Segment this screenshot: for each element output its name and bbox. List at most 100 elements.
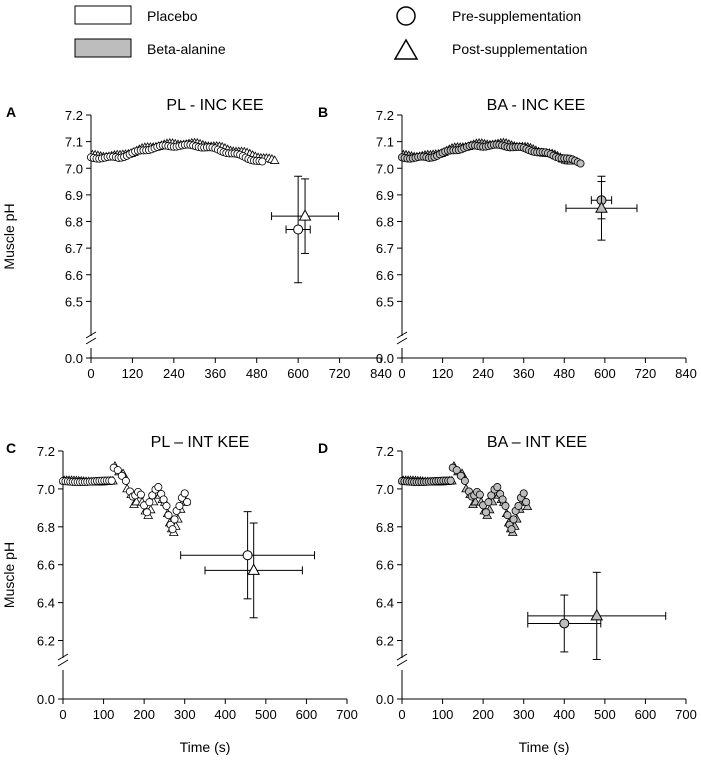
summary-post-point [247, 563, 261, 575]
trace-pre-point [162, 501, 171, 510]
y-tick-label: 7.0 [65, 161, 83, 176]
trace-pre-point [514, 501, 523, 510]
y-tick-label: 6.6 [37, 558, 55, 573]
trace-pre-point [503, 511, 512, 520]
trace-pre-point [145, 498, 154, 507]
y-tick-label: 6.9 [376, 188, 394, 203]
trace-pre-point [258, 157, 267, 166]
summary-circle [180, 511, 316, 600]
x-tick-label: 400 [553, 707, 575, 722]
x-tick-label: 100 [93, 707, 115, 722]
panel-b: 6.5 6.6 6.7 6.8 6.9 7.0 7.1 7.2 0.0 0 120 240 360 480… [318, 97, 697, 381]
trace-pre-point [481, 508, 490, 517]
x-tick-label: 840 [675, 366, 697, 381]
x-tick-label: 0 [87, 366, 94, 381]
x-tick-label: 600 [594, 366, 616, 381]
panel-d: 6.2 6.4 6.6 6.8 7.0 7.2 0.0 0 100 200 300 400 500 600… [318, 434, 697, 755]
y-tick-label: 6.6 [65, 268, 83, 283]
y-tick-label: 7.0 [376, 482, 394, 497]
summary-circle [527, 594, 602, 653]
trace-pre-point [183, 497, 192, 506]
trace-pre-point [159, 495, 168, 504]
x-tick-label: 840 [370, 366, 392, 381]
x-tick-label: 480 [246, 366, 268, 381]
trace-points [397, 460, 533, 536]
summary-pre-point [559, 618, 570, 629]
x-tick-label: 500 [255, 707, 277, 722]
axis-break-mark [57, 653, 69, 661]
trace-pre-point [509, 515, 518, 524]
y-tick-label: 6.7 [376, 241, 394, 256]
summary-triangle [204, 522, 303, 619]
panels: 6.5 6.6 6.7 6.8 6.9 7.0 7.1 7.2 0.0 0 120 240 360 480… [1, 97, 697, 755]
trace-pre-point [175, 501, 184, 510]
summary-circle [285, 175, 311, 284]
y-tick-label: 6.4 [37, 596, 55, 611]
trace-pre-point [170, 515, 179, 524]
trace-pre-point [446, 476, 455, 485]
y-tick-label: 6.8 [65, 215, 83, 230]
trace-pre-point [164, 511, 173, 520]
summary-pre-point [242, 550, 253, 561]
trace-pre-point [501, 501, 510, 510]
axis-break-label: 0.0 [65, 351, 83, 366]
x-tick-label: 0 [59, 707, 66, 722]
x-tick-label: 0 [398, 707, 405, 722]
x-tick-label: 120 [432, 366, 454, 381]
x-tick-label: 120 [122, 366, 144, 381]
legend-swatch-beta-alanine [74, 38, 132, 58]
legend-triangle-icon [393, 38, 419, 60]
y-tick-label: 7.2 [37, 444, 55, 459]
y-tick-label: 6.8 [37, 520, 55, 535]
x-tick-label: 500 [594, 707, 616, 722]
y-tick-label: 7.1 [65, 135, 83, 150]
summary-post-point [298, 209, 312, 221]
summary-triangle [271, 178, 340, 254]
trace-pre-point [484, 498, 493, 507]
y-tick-label: 6.8 [376, 215, 394, 230]
x-tick-label: 720 [635, 366, 657, 381]
y-tick-label: 7.1 [376, 135, 394, 150]
panel-a: 6.5 6.6 6.7 6.8 6.9 7.0 7.1 7.2 0.0 0 120 240 360 480… [1, 97, 392, 381]
legend-circle-icon [396, 6, 416, 26]
trace-pre-point [136, 490, 145, 499]
x-tick-label: 200 [472, 707, 494, 722]
axis-break-mark [85, 331, 97, 339]
trace-pre-point [154, 483, 163, 492]
x-axis-label: Time (s) [180, 739, 231, 755]
legend-label-pre: Pre-supplementation [452, 8, 581, 24]
axis-break-mark [85, 337, 97, 345]
y-tick-label: 7.2 [376, 444, 394, 459]
x-tick-label: 240 [163, 366, 185, 381]
legend-label-placebo: Placebo [147, 8, 198, 24]
axis-break-mark [396, 659, 408, 667]
y-tick-label: 7.2 [376, 108, 394, 123]
trace-pre-point [475, 490, 484, 499]
x-tick-label: 100 [432, 707, 454, 722]
x-tick-label: 300 [174, 707, 196, 722]
axis-break-mark [57, 659, 69, 667]
trace-post-point [131, 496, 142, 506]
y-axis-label: Muscle pH [1, 203, 17, 269]
x-tick-label: 300 [513, 707, 535, 722]
trace-pre-point [121, 476, 130, 485]
y-tick-label: 7.0 [37, 482, 55, 497]
trace-pre-point [522, 497, 531, 506]
trace-pre-point [460, 476, 469, 485]
y-tick-label: 6.8 [376, 520, 394, 535]
y-tick-label: 7.2 [65, 108, 83, 123]
x-tick-label: 400 [214, 707, 236, 722]
trace-pre-point [107, 476, 116, 485]
trace-pre-point [493, 483, 502, 492]
y-tick-label: 7.0 [376, 161, 394, 176]
x-tick-label: 720 [329, 366, 351, 381]
y-tick-label: 6.6 [376, 558, 394, 573]
panel-label: A [6, 104, 16, 120]
x-tick-label: 200 [133, 707, 155, 722]
panel-title: PL - INC KEE [166, 97, 263, 114]
x-tick-label: 480 [553, 366, 575, 381]
summary-pre-point [293, 224, 304, 235]
trace-pre-point [498, 495, 507, 504]
axis-break-label: 0.0 [376, 351, 394, 366]
panel-label: C [6, 440, 16, 456]
